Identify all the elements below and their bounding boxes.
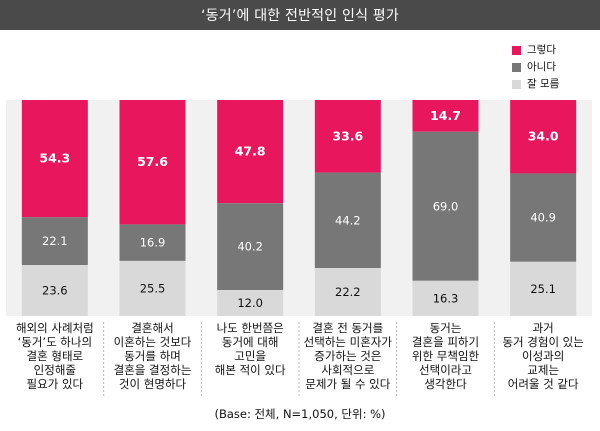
category-label: 동거에 대해 [222,335,279,349]
data-label: 44.2 [335,213,361,227]
category-label: 인정해줄 [34,363,76,377]
category-label: 위한 무책임한 [412,349,480,363]
category-label: 결혼 전 동거를 [312,321,383,335]
data-label: 69.0 [433,199,459,213]
data-label: 14.7 [430,108,461,123]
bar-segment [21,265,88,316]
data-label: 40.9 [530,211,556,225]
category-label: 동거 경험이 있는 [502,335,583,349]
category-label: 문제가 될 수 있다 [305,377,390,391]
bar-segment [217,203,284,291]
category-label: 것이 현명하다 [119,377,187,391]
legend-swatch [512,80,521,89]
category-label: 동거를 하며 [124,349,181,363]
legend-item: 아니다 [512,59,559,76]
data-label: 22.2 [335,285,361,299]
bar-segment [314,172,381,269]
legend-label: 아니다 [527,61,556,73]
category-label: 이성과의 [522,349,564,363]
category-label: 과거 [533,321,554,335]
bar-segment [412,280,479,316]
legend-swatch [512,63,521,72]
category-label: 교제는 [527,363,559,377]
bar-segment [119,100,186,225]
data-label: 16.3 [433,291,459,305]
category-label: 결혼을 결정하는 [114,363,192,377]
data-label: 33.6 [332,128,363,143]
category-label: 해외의 사례처럼 [16,321,94,335]
category-label: 결혼을 피하기 [412,335,479,349]
bar-segment [119,224,186,261]
category-label: 결혼 형태로 [27,349,84,363]
data-label: 54.3 [39,151,70,166]
bar-segment [314,100,381,173]
legend-label: 잘 모름 [527,78,560,90]
plot-area [6,100,592,316]
data-label: 40.2 [237,240,263,254]
data-label: 23.6 [42,284,68,298]
data-label: 16.9 [140,236,166,250]
category-label: 어려울 것 같다 [508,377,579,391]
data-label: 57.6 [137,154,168,169]
category-label: 선택하는 미혼자가 [304,335,393,349]
data-label: 47.8 [235,144,266,159]
data-label: 12.0 [237,296,263,310]
category-label: 필요가 있다 [27,377,84,391]
bar-segment [21,217,88,266]
bar-segment [510,261,577,316]
bar-segment [412,131,479,281]
legend-item: 그렇다 [512,42,559,59]
bar-segment [510,100,577,174]
category-label: 사회적으로 [321,363,374,377]
legend-swatch [512,46,521,55]
category-label: ‘동거’도 하나의 [18,335,92,349]
data-label: 25.1 [530,282,556,296]
category-label: 증가하는 것은 [314,349,381,363]
category-label: 나도 한번쯤은 [217,321,284,335]
bar-segment [119,260,186,316]
legend-label: 그렇다 [527,44,556,56]
base-note: (Base: 전체, N=1,050, 단위: %) [214,407,386,421]
category-label: 선택이라고 [419,363,472,377]
bar-segment [21,100,88,218]
bar-segment [510,173,577,262]
bar-segment [217,100,284,204]
category-label: 해본 적이 있다 [215,363,286,377]
bar-segment [412,100,479,132]
data-label: 25.5 [140,281,166,295]
category-label: 고민을 [234,349,266,363]
bar-segment [314,268,381,316]
legend-item: 잘 모름 [512,76,559,93]
category-label: 생각한다 [424,377,467,391]
data-label: 22.1 [42,234,68,248]
data-label: 34.0 [528,129,559,144]
category-label: 이혼하는 것보다 [114,335,192,349]
chart-title: ‘동거’에 대한 전반적인 인식 평가 [0,0,600,30]
category-label: 동거는 [430,321,462,335]
category-label: 결혼해서 [131,321,173,335]
bar-segment [217,290,284,316]
